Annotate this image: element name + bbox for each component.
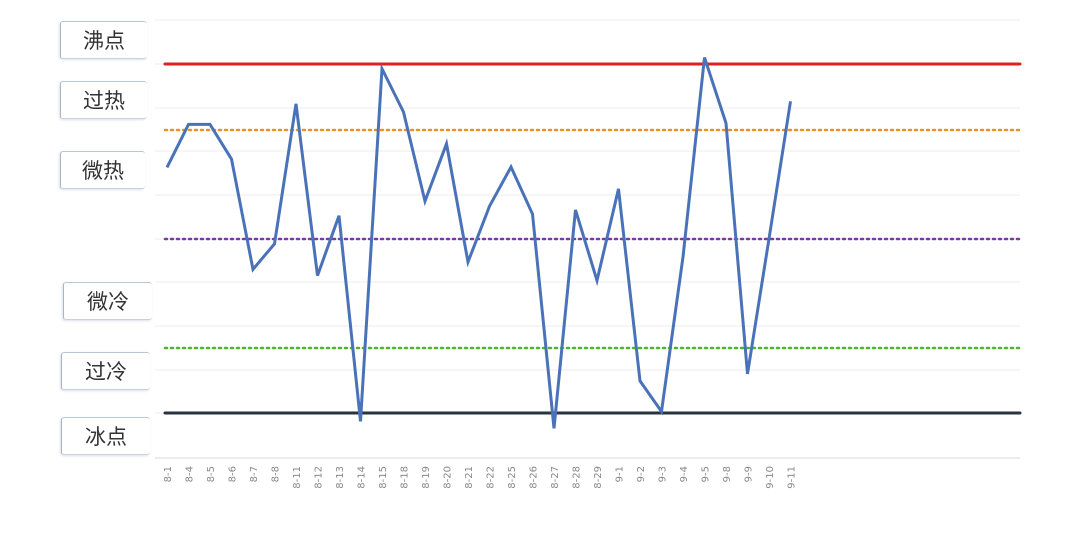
x-tick-label: 8-14 bbox=[357, 466, 368, 489]
x-tick-label: 9-10 bbox=[765, 466, 776, 489]
x-tick-label: 8-7 bbox=[249, 466, 260, 482]
level-label-boiling: 沸点 bbox=[60, 21, 147, 59]
x-tick-label: 9-3 bbox=[658, 466, 669, 482]
reference-lines bbox=[163, 62, 1022, 415]
x-tick-label: 8-19 bbox=[421, 466, 432, 489]
level-label-freezing: 冰点 bbox=[61, 417, 150, 455]
level-label-overheat: 过热 bbox=[60, 81, 147, 119]
x-tick-label: 8-5 bbox=[206, 466, 217, 482]
level-label-warm: 微热 bbox=[60, 151, 145, 189]
x-tick-label: 8-25 bbox=[507, 466, 518, 489]
series-line bbox=[165, 57, 792, 429]
x-tick-label: 9-1 bbox=[615, 466, 626, 482]
x-tick-label: 8-28 bbox=[572, 466, 583, 489]
x-tick-label: 8-11 bbox=[292, 466, 303, 489]
x-tick-label: 8-13 bbox=[335, 466, 346, 489]
x-tick-label: 8-18 bbox=[400, 466, 411, 489]
x-tick-label: 8-15 bbox=[378, 466, 389, 489]
series-lines bbox=[165, 57, 792, 429]
x-tick-label: 8-4 bbox=[185, 466, 196, 482]
x-tick-label: 8-26 bbox=[529, 466, 540, 489]
x-tick-label: 8-12 bbox=[314, 466, 325, 489]
x-tick-label: 8-21 bbox=[464, 466, 475, 489]
x-tick-label: 9-8 bbox=[722, 466, 733, 482]
x-tick-label: 8-6 bbox=[228, 466, 239, 482]
x-tick-label: 8-29 bbox=[593, 466, 604, 489]
x-tick-label: 9-11 bbox=[787, 466, 798, 489]
x-tick-label: 8-27 bbox=[550, 466, 561, 489]
x-tick-labels: 8-1 8-4 8-5 8-6 8-7 8-8 8-11 8-12 8-13 8-14 8-15 8-… bbox=[163, 466, 798, 489]
x-tick-label: 8-8 bbox=[271, 466, 282, 482]
x-tick-label: 8-22 bbox=[486, 466, 497, 489]
x-tick-label: 9-4 bbox=[679, 466, 690, 482]
x-tick-label: 9-5 bbox=[701, 466, 712, 482]
level-label-overcool: 过冷 bbox=[61, 352, 150, 390]
level-label-cool: 微冷 bbox=[63, 282, 152, 320]
x-tick-label: 8-20 bbox=[443, 466, 454, 489]
x-tick-label: 8-1 bbox=[163, 466, 174, 482]
x-tick-label: 9-2 bbox=[636, 466, 647, 482]
x-tick-label: 9-9 bbox=[744, 466, 755, 482]
